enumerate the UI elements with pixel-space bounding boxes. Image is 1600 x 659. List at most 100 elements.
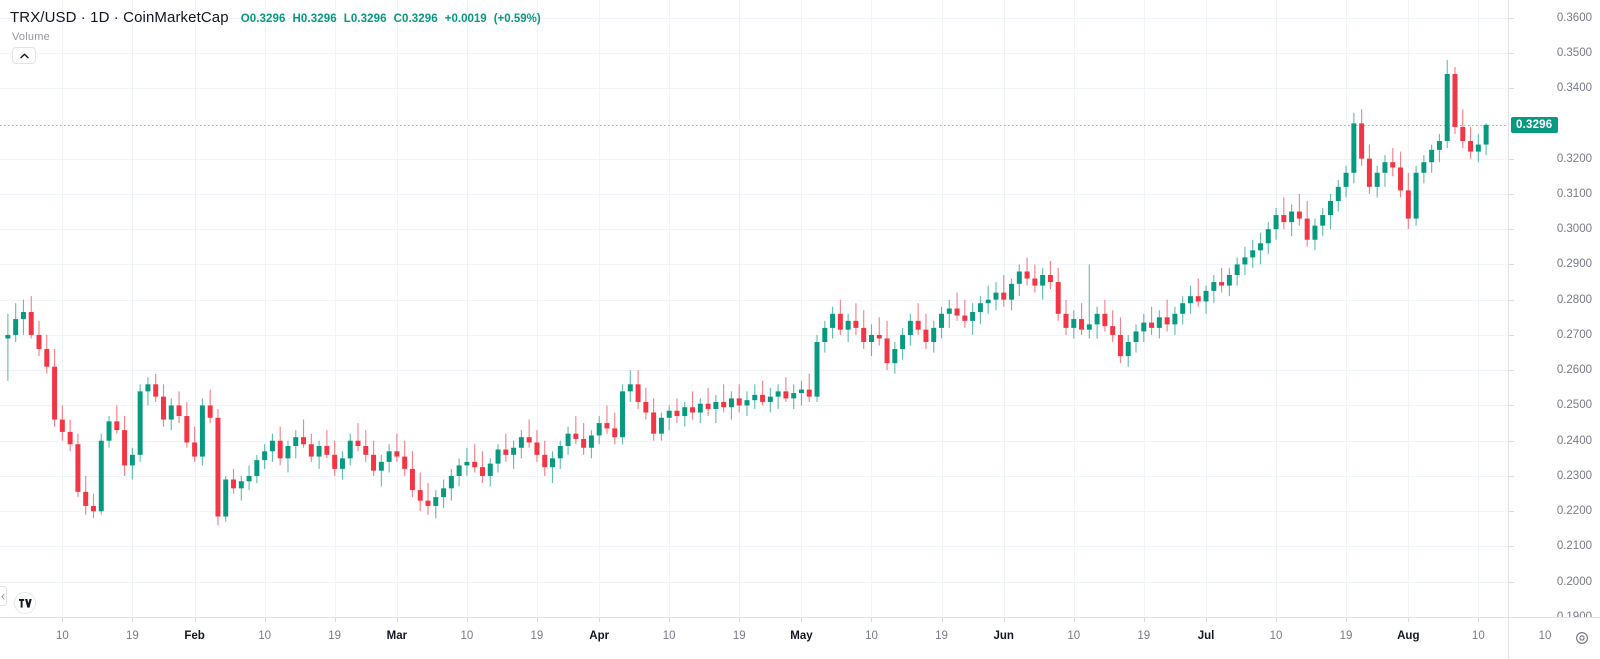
price-tick-label: 0.2000	[1556, 575, 1592, 588]
volume-pane-legend: Volume	[12, 31, 50, 64]
time-tick-label: 10	[1471, 630, 1485, 642]
time-tick-mark	[1144, 618, 1145, 622]
price-tick-label: 0.3000	[1556, 223, 1592, 236]
volume-label: Volume	[12, 31, 50, 43]
time-axis[interactable]: 10 19 Feb 10 19 Mar 10 19 Apr 10 19 May 10 19 Jun 10 19 J…	[0, 617, 1600, 659]
time-tick-mark	[467, 618, 468, 622]
current-price-badge: 0.3296	[1511, 116, 1559, 133]
time-tick-label: Jul	[1197, 630, 1215, 642]
chart-plot-area[interactable]	[0, 0, 1508, 617]
crosshair-target-icon[interactable]	[1574, 630, 1590, 646]
price-tick-label: 0.3100	[1556, 187, 1592, 200]
time-tick-mark	[1074, 618, 1075, 622]
price-tick-mark	[1509, 194, 1514, 195]
time-tick-mark	[871, 618, 872, 622]
price-tick-label: 0.2300	[1556, 469, 1592, 482]
time-tick-mark	[62, 618, 63, 622]
time-tick-mark	[1346, 618, 1347, 622]
ohlc-high: H0.3296	[292, 13, 337, 25]
axis-corner	[1508, 618, 1600, 659]
price-tick-mark	[1509, 264, 1514, 265]
price-tick-label: 0.3600	[1556, 11, 1592, 24]
price-tick-mark	[1509, 441, 1514, 442]
price-tick-mark	[1509, 53, 1514, 54]
price-tick-label: 0.2400	[1556, 434, 1592, 447]
time-tick-label: Mar	[386, 630, 408, 642]
price-tick-label: 0.2500	[1556, 399, 1592, 412]
price-tick-label: 0.3200	[1556, 152, 1592, 165]
time-tick-label: 10	[258, 630, 272, 642]
time-tick-label: 10	[460, 630, 474, 642]
time-tick-mark	[669, 618, 670, 622]
price-tick-mark	[1509, 229, 1514, 230]
price-tick-label: 0.3500	[1556, 46, 1592, 59]
ohlc-open: O0.3296	[240, 13, 286, 25]
time-tick-label: May	[790, 630, 813, 642]
time-tick-label: Aug	[1397, 630, 1420, 642]
price-change: +0.0019	[444, 13, 487, 25]
time-tick-label: 10	[55, 630, 69, 642]
price-tick-label: 0.2800	[1556, 293, 1592, 306]
time-tick-mark	[801, 618, 802, 622]
candlestick-series	[5, 59, 1489, 526]
time-tick-mark	[1004, 618, 1005, 622]
price-tick-mark	[1509, 476, 1514, 477]
price-tick-mark	[1509, 88, 1514, 89]
time-tick-label: 19	[530, 630, 544, 642]
price-tick-mark	[1509, 370, 1514, 371]
time-tick-label: 19	[1137, 630, 1151, 642]
time-tick-label: 19	[125, 630, 139, 642]
price-tick-label: 0.2200	[1556, 505, 1592, 518]
chevron-left-icon[interactable]	[0, 586, 7, 606]
price-tick-label: 0.3400	[1556, 82, 1592, 95]
price-axis[interactable]: 0.3600 0.3500 0.3400 0.3200 0.3100 0.3000 0.29…	[1508, 0, 1600, 623]
time-tick-mark	[1206, 618, 1207, 622]
time-tick-label: 10	[662, 630, 676, 642]
time-tick-label: 10	[865, 630, 878, 642]
time-tick-label: 19	[328, 630, 342, 642]
time-tick-label: 19	[935, 630, 948, 642]
chart-legend: TRX/USD · 1D · CoinMarketCap O0.3296 H0.…	[10, 9, 541, 26]
price-tick-mark	[1509, 582, 1514, 583]
time-tick-mark	[537, 618, 538, 622]
time-tick-mark	[335, 618, 336, 622]
time-tick-label: 10	[1067, 630, 1081, 642]
price-tick-mark	[1509, 18, 1514, 19]
price-tick-label: 0.2100	[1556, 540, 1592, 553]
price-tick-mark	[1509, 405, 1514, 406]
tradingview-logo-icon[interactable]	[14, 592, 36, 614]
time-tick-mark	[397, 618, 398, 622]
price-tick-label: 0.2600	[1556, 364, 1592, 377]
price-change-percent: (+0.59%)	[493, 13, 541, 25]
time-tick-mark	[942, 618, 943, 622]
current-price-line	[0, 125, 1508, 126]
ohlc-values: O0.3296 H0.3296 L0.3296 C0.3296 +0.0019 …	[241, 13, 541, 25]
time-tick-mark	[265, 618, 266, 622]
time-tick-label: 19	[1339, 630, 1353, 642]
price-tick-mark	[1509, 300, 1514, 301]
ohlc-close: C0.3296	[393, 13, 438, 25]
time-tick-label: 10	[1269, 630, 1283, 642]
chevron-up-icon[interactable]	[12, 47, 36, 64]
ohlc-low: L0.3296	[343, 13, 387, 25]
time-tick-mark	[132, 618, 133, 622]
price-tick-label: 0.2700	[1556, 328, 1592, 341]
time-tick-label: Jun	[993, 630, 1014, 642]
time-tick-mark	[1408, 618, 1409, 622]
time-tick-label: Apr	[589, 630, 610, 642]
price-tick-mark	[1509, 335, 1514, 336]
price-tick-mark	[1509, 546, 1514, 547]
time-tick-label: 19	[732, 630, 746, 642]
time-tick-label-trailing: 10	[1538, 630, 1552, 642]
time-tick-mark	[739, 618, 740, 622]
time-tick-mark	[599, 618, 600, 622]
time-tick-mark	[1478, 618, 1479, 622]
time-tick-mark	[1276, 618, 1277, 622]
time-tick-label: Feb	[184, 630, 205, 642]
price-tick-mark	[1509, 159, 1514, 160]
symbol-title[interactable]: TRX/USD · 1D · CoinMarketCap	[10, 9, 229, 26]
chart-gridlines	[0, 0, 1508, 617]
time-tick-mark	[195, 618, 196, 622]
price-tick-label: 0.2900	[1556, 258, 1592, 271]
